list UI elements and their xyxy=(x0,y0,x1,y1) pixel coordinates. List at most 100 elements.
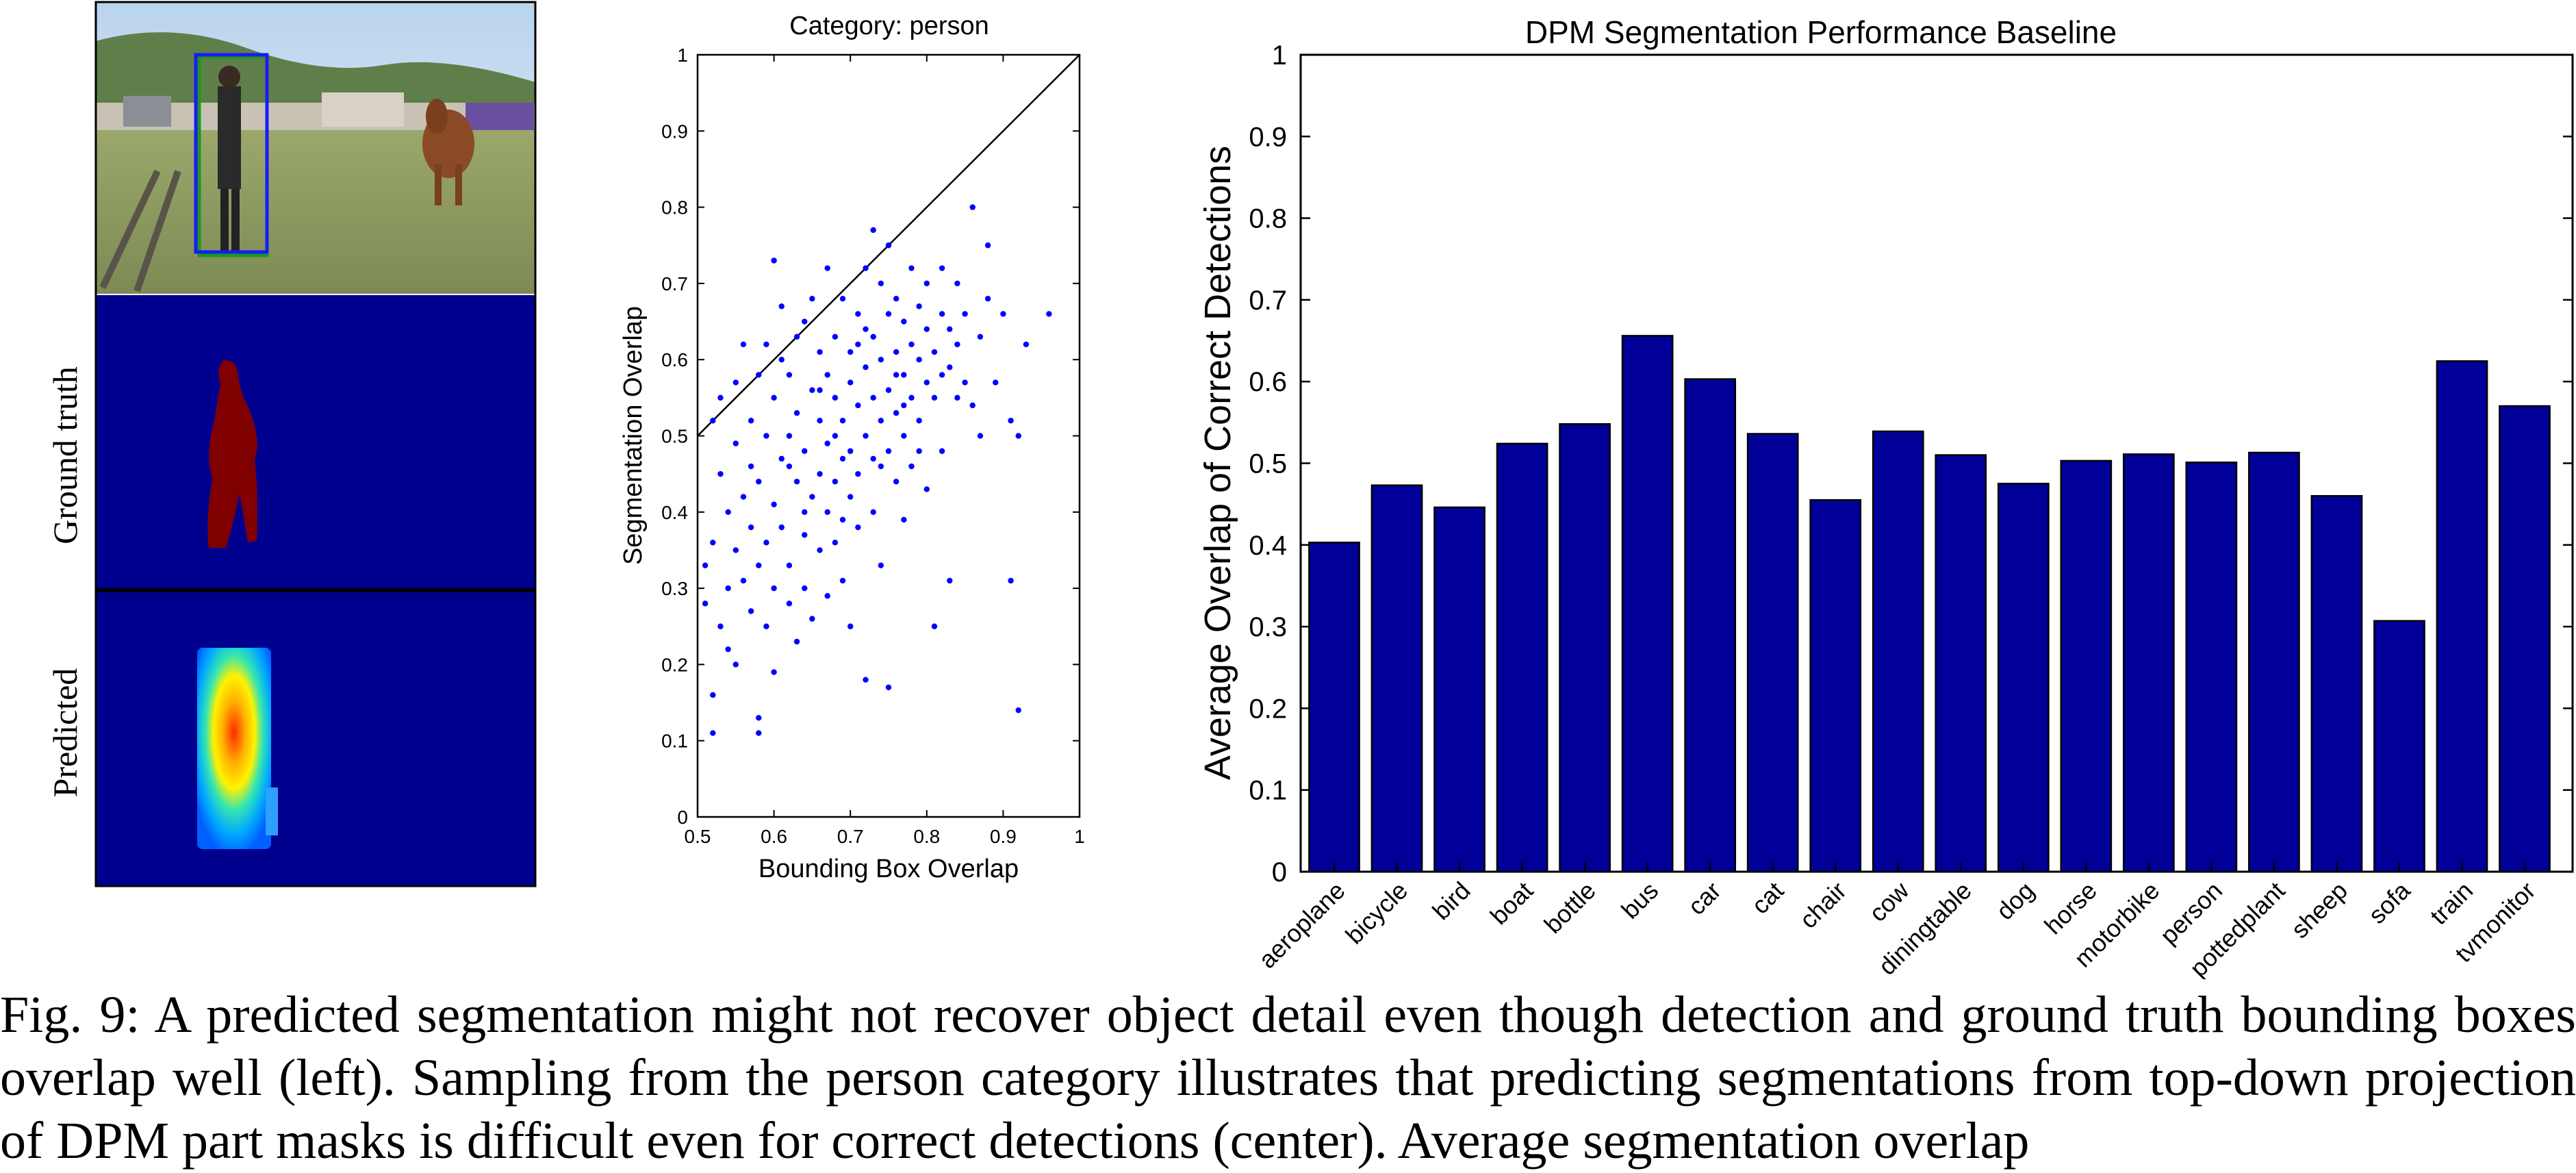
scatter-point xyxy=(809,494,815,500)
scatter-chart: Category: person 0.5 0.6 0.7 0.8 0.9 1 00.10.… xyxy=(619,12,1085,883)
scatter-point xyxy=(778,357,785,363)
scatter-point xyxy=(710,418,716,424)
scatter-point xyxy=(885,387,892,393)
scatter-point xyxy=(786,562,793,568)
scatter-point xyxy=(969,402,975,409)
scatter-point xyxy=(977,333,984,340)
scatter-point xyxy=(809,295,815,302)
scatter-point xyxy=(732,661,739,668)
predicted-heatmap xyxy=(197,648,271,849)
scatter-y-tick-label: 0.4 xyxy=(661,502,688,523)
bar xyxy=(2310,494,2363,873)
scatter-point xyxy=(939,311,945,317)
scatter-point xyxy=(893,372,900,378)
scatter-point xyxy=(732,547,739,553)
detection-bbox xyxy=(194,53,269,254)
scatter-point xyxy=(893,479,900,485)
scatter-point xyxy=(1000,311,1006,317)
scatter-point xyxy=(923,486,930,492)
scatter-point xyxy=(748,463,754,470)
bar xyxy=(2185,462,2238,873)
scatter-point xyxy=(893,349,900,355)
row-label-ground-truth: Ground truth xyxy=(46,366,84,544)
scatter-point xyxy=(817,349,823,355)
bar xyxy=(1308,541,1360,873)
scatter-point xyxy=(748,418,754,424)
scatter-points xyxy=(702,204,1052,736)
scatter-point xyxy=(962,311,968,317)
scatter-y-tick-label: 1 xyxy=(677,45,688,66)
bar-y-tick-label: 1 xyxy=(1272,40,1287,71)
bar xyxy=(1935,454,1987,873)
scatter-point xyxy=(1008,577,1014,584)
scatter-point xyxy=(717,470,724,477)
bar-y-tick-label: 0.1 xyxy=(1249,776,1287,806)
scatter-point xyxy=(916,418,922,424)
scatter-y-label: Segmentation Overlap xyxy=(619,306,648,565)
scatter-point xyxy=(702,562,709,568)
scatter-point xyxy=(901,402,907,409)
bar-category-label: bus xyxy=(1616,876,1663,924)
scatter-point xyxy=(1046,311,1052,317)
bar xyxy=(2373,620,2425,873)
scatter-x-ticks: 0.5 0.6 0.7 0.8 0.9 1 xyxy=(685,55,1085,847)
bar xyxy=(1496,442,1548,873)
scatter-point xyxy=(778,524,785,531)
scatter-y-tick-label: 0 xyxy=(677,807,688,828)
bar-chart-title: DPM Segmentation Performance Baseline xyxy=(1525,14,2117,50)
figure-caption: Fig. 9: A predicted segmentation might n… xyxy=(0,986,2576,1170)
scatter-point xyxy=(993,379,999,386)
scatter-point xyxy=(771,669,777,675)
bar-y-tick-label: 0.5 xyxy=(1249,449,1287,479)
scatter-point xyxy=(977,433,984,439)
bar-y-tick-label: 0.9 xyxy=(1249,122,1287,152)
scatter-point xyxy=(824,593,830,599)
scatter-point xyxy=(802,531,808,538)
bar-y-tick-label: 0.2 xyxy=(1249,694,1287,724)
scatter-point xyxy=(855,524,861,531)
scatter-point xyxy=(740,577,747,584)
scatter-y-tick-label: 0.3 xyxy=(661,578,688,599)
scatter-point xyxy=(756,372,762,378)
scatter-point xyxy=(771,394,777,401)
scatter-point xyxy=(778,455,785,462)
scatter-point xyxy=(893,295,900,302)
bar xyxy=(1746,433,1799,873)
scatter-x-tick-label: 1 xyxy=(1074,826,1085,847)
scatter-y-tick-label: 0.6 xyxy=(661,349,688,370)
bar xyxy=(2248,451,2300,873)
scatter-point xyxy=(885,448,892,454)
scatter-point xyxy=(947,577,953,584)
bar-category-label: boat xyxy=(1485,876,1539,931)
scatter-x-tick-label: 0.7 xyxy=(837,826,864,847)
scatter-point xyxy=(839,455,846,462)
scatter-point xyxy=(832,433,839,439)
left-panel: Ground truth Predicted xyxy=(46,1,537,887)
scatter-point xyxy=(947,326,953,332)
scatter-y-tick-label: 0.5 xyxy=(661,426,688,447)
bar xyxy=(1809,499,1862,873)
scatter-point xyxy=(878,418,884,424)
scatter-point xyxy=(916,448,922,454)
scatter-point xyxy=(778,303,785,310)
bar-y-ticks: 0 0.1 0.2 0.3 0.4 0.5 0.6 0.7 0.8 0.9 1 xyxy=(1249,40,2573,887)
bar xyxy=(1370,484,1423,873)
bar-category-label: car xyxy=(1682,876,1726,920)
scatter-point xyxy=(939,448,945,454)
scatter-point xyxy=(702,601,709,607)
scatter-point xyxy=(954,394,960,401)
scatter-point xyxy=(748,608,754,614)
scatter-point xyxy=(908,463,915,470)
scatter-point xyxy=(847,379,854,386)
scatter-point xyxy=(802,318,808,325)
scatter-point xyxy=(748,524,754,531)
horse-figure xyxy=(422,99,474,205)
scatter-point xyxy=(947,364,953,370)
scatter-point xyxy=(855,470,861,477)
bar-y-tick-label: 0.4 xyxy=(1249,531,1287,561)
scatter-y-tick-label: 0.9 xyxy=(661,121,688,142)
scatter-point xyxy=(984,242,991,249)
scatter-point xyxy=(786,372,793,378)
ground-truth-panel xyxy=(96,295,535,589)
bar-category-label: train xyxy=(2425,876,2479,931)
